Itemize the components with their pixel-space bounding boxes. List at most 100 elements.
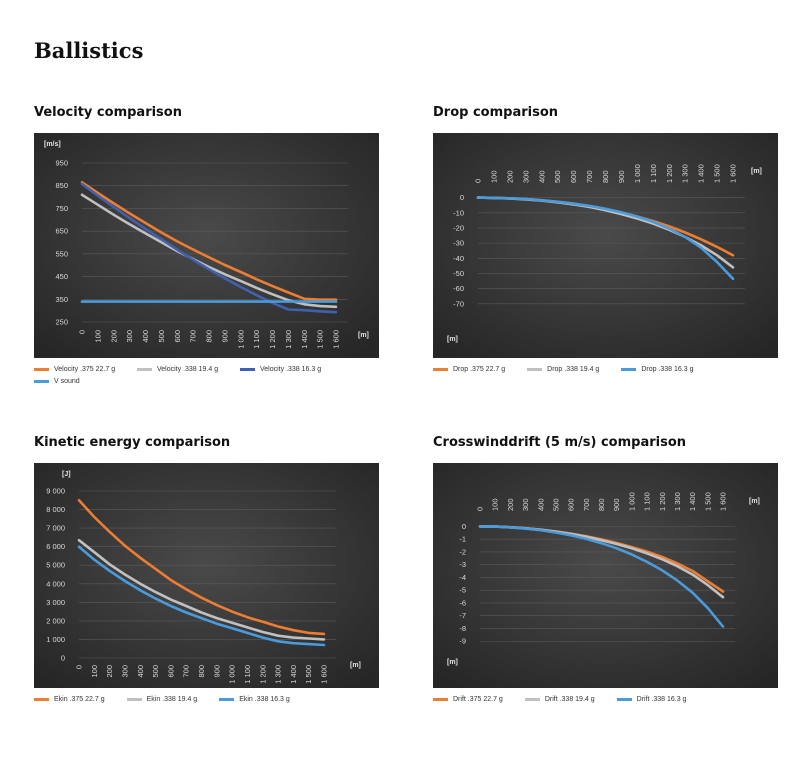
energy-x-tick-label: 800: [197, 665, 206, 678]
drop-x-tick-label: 200: [505, 170, 514, 183]
drop-x-tick-label: 1 500: [713, 164, 722, 183]
energy-series-line-2: [77, 538, 326, 641]
energy-legend-swatch: [219, 698, 235, 701]
energy-chart-legend: Ekin .375 22.7 g Ekin .338 19.4 g Ekin .33…: [34, 696, 379, 703]
drift-y-tick-label: -5: [459, 586, 466, 595]
drift-legend-label: Drift .338 19.4 g: [544, 696, 595, 703]
drift-y-tick-label: -6: [459, 598, 466, 607]
velocity-x-tick-label: 100: [93, 330, 102, 343]
energy-x-tick-label: 1 400: [289, 665, 298, 684]
drift-x-tick-label: 800: [597, 498, 606, 511]
drop-legend-label: Drop .338 16.3 g: [641, 366, 694, 373]
energy-y-tick-label: 5 000: [46, 561, 65, 570]
drift-chart-background: [433, 463, 778, 688]
velocity-x-tick-label: 1 400: [300, 330, 309, 349]
velocity-chart-background: [34, 133, 379, 358]
energy-chart-title: Kinetic energy comparison: [34, 435, 231, 450]
drop-x-tick-label: 1 400: [697, 164, 706, 183]
drop-x-tick-label: 1 300: [681, 164, 690, 183]
drop-x-tick-label: 1 600: [729, 164, 738, 183]
drift-x-tick-label: 700: [582, 498, 591, 511]
drift-legend-swatch: [524, 698, 540, 701]
energy-x-tick-label: 300: [120, 665, 129, 678]
drift-x-tick-label: 1 500: [703, 492, 712, 511]
energy-x-tick-label: 100: [90, 665, 99, 678]
energy-x-tick-label: 0: [75, 665, 84, 669]
energy-y-tick-label: 2 000: [46, 616, 65, 625]
drift-x-tick-label: 200: [506, 498, 515, 511]
drift-legend-swatch: [433, 698, 448, 701]
velocity-y-tick-label: 450: [55, 272, 68, 281]
drop-x-unit-label: [m]: [751, 168, 762, 175]
velocity-legend-swatch: [137, 368, 152, 371]
drop-y-tick-label: -20: [453, 223, 464, 232]
velocity-x-tick-label: 900: [220, 330, 229, 343]
energy-y-tick-label: 8 000: [46, 505, 65, 514]
drift-y-tick-label: -3: [459, 560, 466, 569]
drop-legend-swatch: [621, 368, 637, 371]
drift-legend-swatch: [616, 698, 632, 701]
velocity-legend-label: Velocity .338 16.3 g: [260, 366, 322, 373]
velocity-x-tick-label: 700: [189, 330, 198, 343]
energy-y-tick-label: 7 000: [46, 524, 65, 533]
drop-x-tick-label: 1 100: [649, 164, 658, 183]
velocity-legend-swatch: [240, 368, 255, 371]
drop-y-tick-label: -50: [453, 269, 464, 278]
drop-x-tick-label: 400: [537, 170, 546, 183]
velocity-x-tick-label: 1 300: [284, 330, 293, 349]
velocity-x-tick-label: 1 500: [316, 330, 325, 349]
velocity-legend-label: Velocity .338 19.4 g: [157, 366, 219, 373]
drop-legend-item-3: Drop .338 16.3 g: [621, 366, 693, 373]
energy-y-tick-label: 6 000: [46, 542, 65, 551]
drift-y-tick-label: -2: [459, 547, 466, 556]
drop-legend-item-1: Drop .375 22.7 g: [433, 366, 505, 373]
velocity-x-tick-label: 1 100: [252, 330, 261, 349]
drop-series-line-3: [476, 196, 735, 281]
energy-legend-item-1: Ekin .375 22.7 g: [34, 696, 105, 703]
drop-legend-swatch: [433, 368, 448, 371]
drop-x-tick-label: 700: [585, 170, 594, 183]
velocity-y-tick-label: 850: [55, 181, 68, 190]
velocity-legend-swatch: [34, 380, 49, 383]
velocity-x-tick-label: 1 000: [236, 330, 245, 349]
drop-x-tick-label: 1 200: [665, 164, 674, 183]
drop-x-tick-label: 600: [569, 170, 578, 183]
velocity-x-tick-label: 800: [205, 330, 214, 343]
velocity-y-tick-label: 650: [55, 227, 68, 236]
velocity-legend-item-2: Velocity .338 19.4 g: [137, 366, 240, 373]
drift-x-tick-label: 1 300: [673, 492, 682, 511]
energy-x-tick-label: 1 300: [274, 665, 283, 684]
drift-legend-item-1: Drift .375 22.7 g: [433, 696, 503, 703]
drop-legend-label: Drop .375 22.7 g: [453, 366, 506, 373]
drift-x-tick-label: 400: [536, 498, 545, 511]
energy-y-tick-label: 0: [61, 654, 65, 663]
velocity-x-tick-label: 500: [157, 330, 166, 343]
velocity-x-unit-label: [m]: [358, 332, 369, 339]
velocity-x-tick-label: 300: [125, 330, 134, 343]
drift-x-tick-label: 1 100: [643, 492, 652, 511]
energy-x-tick-label: 700: [182, 665, 191, 678]
energy-legend-label: Ekin .375 22.7 g: [54, 696, 105, 703]
energy-x-tick-label: 1 600: [320, 665, 329, 684]
energy-y-tick-label: 3 000: [46, 598, 65, 607]
drift-x-unit-label: [m]: [749, 498, 760, 505]
drift-y-tick-label: -4: [459, 573, 466, 582]
velocity-chart-legend: Velocity .375 22.7 g Velocity .338 19.4 g…: [34, 366, 379, 385]
drift-chart-block: Crosswinddrift (5 m/s) comparison 0 -1 -2 -…: [433, 434, 778, 703]
drift-x-tick-label: 0: [476, 507, 485, 511]
energy-legend-label: Ekin .338 19.4 g: [146, 696, 198, 703]
drop-chart-background: [433, 133, 778, 358]
energy-x-unit-label: [m]: [350, 662, 361, 669]
drift-y-tick-label: -8: [459, 624, 466, 633]
drop-y-tick-label: -70: [453, 299, 464, 308]
energy-y-tick-label: 4 000: [46, 579, 65, 588]
drop-chart-legend: Drop .375 22.7 g Drop .338 19.4 g Drop .33…: [433, 366, 778, 373]
drop-x-tick-label: 900: [617, 170, 626, 183]
page-title: Ballistics: [34, 38, 144, 63]
drift-x-tick-label: 300: [521, 498, 530, 511]
velocity-legend-label: V sound: [54, 378, 80, 385]
energy-legend-item-2: Ekin .338 19.4 g: [126, 696, 198, 703]
energy-x-tick-label: 400: [136, 665, 145, 678]
drift-y-tick-label: 0: [462, 522, 466, 531]
velocity-y-tick-label: 350: [55, 295, 68, 304]
